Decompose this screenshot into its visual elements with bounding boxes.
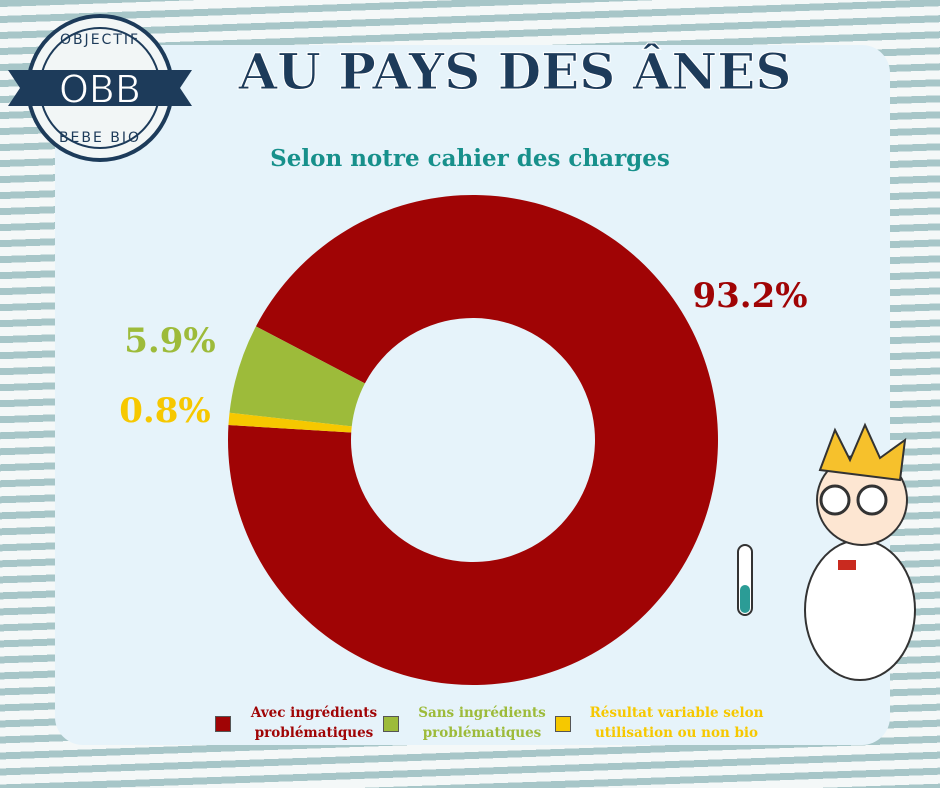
legend-item: Sans ingrédients problématiques [383, 704, 557, 743]
pie-slice [228, 412, 352, 433]
logo: OBB OBJECTIF BEBE BIO [8, 14, 192, 162]
chart-subtitle: Selon notre cahier des charges [270, 145, 670, 172]
legend-label: Sans ingrédients problématiques [418, 705, 546, 741]
legend-label: Avec ingrédients problématiques [250, 705, 378, 741]
legend-swatch [215, 715, 231, 732]
data-label: 93.2% [692, 276, 807, 316]
legend-swatch [555, 715, 571, 732]
logo-banner [8, 70, 192, 106]
legend-item: Avec ingrédients problématiques [215, 704, 389, 743]
data-label: 5.9% [124, 321, 215, 361]
logo-text: BEBE BIO [59, 130, 141, 146]
legend-item: Résultat variable selon utilisation ou n… [555, 704, 774, 743]
legend-label: Résultat variable selon utilisation ou n… [589, 705, 764, 741]
logo-text: OBJECTIF [60, 32, 140, 48]
pie-slice [229, 326, 365, 427]
data-label: 0.8% [119, 391, 210, 431]
legend-swatch [383, 715, 399, 732]
pie-slice [227, 194, 718, 685]
chart-title: AU PAYS DES ÂNES [238, 42, 792, 101]
scientist [737, 422, 916, 681]
logo-text: OBB [59, 68, 141, 112]
